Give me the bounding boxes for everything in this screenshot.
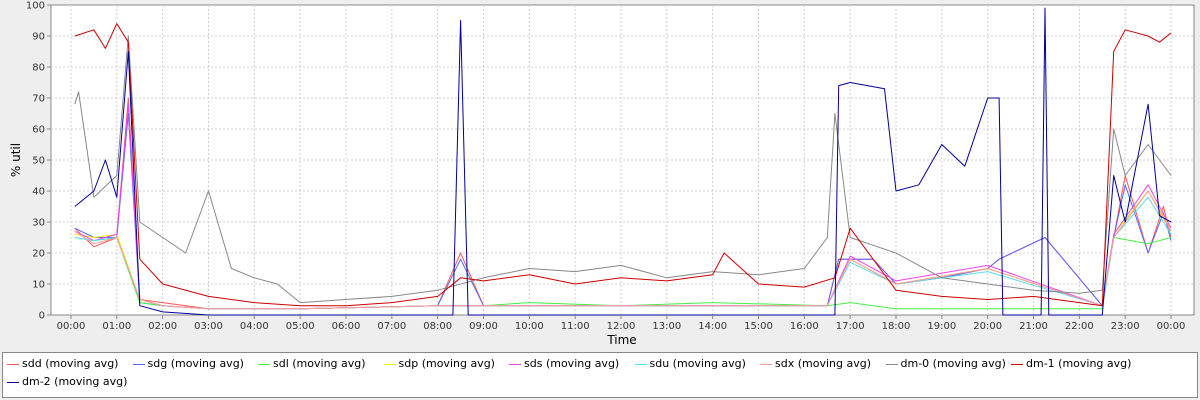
legend-swatch bbox=[634, 363, 647, 365]
x-tick-label: 14:00 bbox=[698, 321, 727, 332]
x-tick-label: 16:00 bbox=[790, 321, 819, 332]
series-line-dm-2 bbox=[74, 7, 1172, 316]
x-tick-label: 01:00 bbox=[102, 321, 131, 332]
plot-background bbox=[50, 4, 1195, 316]
x-tick-label: 09:00 bbox=[469, 321, 498, 332]
legend-item-sds: sds (moving avg) bbox=[509, 357, 619, 370]
x-tick-label: 15:00 bbox=[744, 321, 773, 332]
grid-layer bbox=[51, 5, 1194, 315]
legend-swatch bbox=[258, 363, 270, 365]
x-tick-label: 08:00 bbox=[423, 321, 452, 332]
y-axis-label: % util bbox=[9, 143, 23, 177]
axis-layer: 0 10 20 30 40 50 60 70 80 90 100 00:00 01:00 02:00 03:… bbox=[26, 1, 1186, 333]
legend-label: dm-2 (moving avg) bbox=[22, 375, 128, 388]
legend-label: sdl (moving avg) bbox=[273, 357, 366, 370]
legend-label: dm-0 (moving avg) bbox=[900, 357, 1006, 370]
x-tick-label: 20:00 bbox=[973, 321, 1002, 332]
y-tick-label: 20 bbox=[32, 249, 45, 260]
legend-item-sdd: sdd (moving avg) bbox=[7, 357, 118, 370]
x-tick-label: 00:00 bbox=[1157, 321, 1186, 332]
y-tick-label: 30 bbox=[32, 218, 45, 229]
legend-item-sdx: sdx (moving avg) bbox=[760, 357, 871, 370]
legend-item-sdu: sdu (moving avg) bbox=[634, 357, 746, 370]
x-tick-label: 00:00 bbox=[57, 321, 86, 332]
series-line-dm-1 bbox=[74, 23, 1172, 307]
legend-swatch bbox=[509, 363, 521, 365]
legend-item-dm-0: dm-0 (moving avg) bbox=[885, 357, 1006, 370]
legend-swatch bbox=[383, 363, 396, 365]
y-tick-label: 70 bbox=[32, 94, 45, 105]
legend-swatch bbox=[132, 363, 145, 365]
x-tick-label: 11:00 bbox=[561, 321, 590, 332]
x-axis-label: Time bbox=[606, 333, 636, 347]
y-tick-label: 60 bbox=[32, 125, 45, 136]
legend-swatch bbox=[1011, 363, 1023, 365]
legend-swatch bbox=[7, 363, 19, 365]
x-tick-label: 12:00 bbox=[607, 321, 636, 332]
x-tick-label: 17:00 bbox=[836, 321, 865, 332]
x-tick-label: 04:00 bbox=[240, 321, 269, 332]
legend-swatch bbox=[7, 381, 19, 383]
legend-label: sdg (moving avg) bbox=[147, 357, 244, 370]
x-tick-label: 21:00 bbox=[1019, 321, 1048, 332]
y-tick-label: 100 bbox=[26, 1, 45, 12]
x-tick-label: 03:00 bbox=[194, 321, 223, 332]
x-tick-label: 19:00 bbox=[927, 321, 956, 332]
x-tick-label: 23:00 bbox=[1111, 321, 1140, 332]
legend-label: sdd (moving avg) bbox=[22, 357, 119, 370]
legend-label: sdu (moving avg) bbox=[649, 357, 746, 370]
legend-item-sdp: sdp (moving avg) bbox=[383, 357, 495, 370]
x-tick-label: 10:00 bbox=[515, 321, 544, 332]
y-tick-label: 40 bbox=[32, 187, 45, 198]
series-line-dm-0 bbox=[74, 35, 1172, 304]
series-line-sdl bbox=[74, 237, 1172, 310]
legend-label: sdx (moving avg) bbox=[775, 357, 871, 370]
x-tick-label: 18:00 bbox=[882, 321, 911, 332]
legend-swatch bbox=[760, 363, 772, 365]
legend-item-sdg: sdg (moving avg) bbox=[132, 357, 244, 370]
legend-item-sdl: sdl (moving avg) bbox=[258, 357, 366, 370]
legend-label: dm-1 (moving avg) bbox=[1026, 357, 1132, 370]
legend-item-dm-2: dm-2 (moving avg) bbox=[7, 375, 127, 388]
series-layer bbox=[74, 7, 1172, 316]
x-tick-label: 07:00 bbox=[377, 321, 406, 332]
x-tick-label: 05:00 bbox=[286, 321, 315, 332]
y-tick-label: 10 bbox=[32, 280, 45, 291]
legend-label: sdp (moving avg) bbox=[398, 357, 495, 370]
x-tick-label: 13:00 bbox=[652, 321, 681, 332]
legend-swatch bbox=[885, 363, 898, 365]
x-tick-label: 06:00 bbox=[332, 321, 361, 332]
chart-area: 0 10 20 30 40 50 60 70 80 90 100 00:00 01:00 02:00 03:… bbox=[9, 1, 1195, 347]
y-tick-label: 50 bbox=[32, 156, 45, 167]
legend: sdd (moving avg) sdg (moving avg) sdl (mov… bbox=[2, 352, 1198, 398]
y-tick-label: 80 bbox=[32, 63, 45, 74]
y-tick-label: 0 bbox=[39, 311, 45, 322]
legend-label: sds (moving avg) bbox=[524, 357, 620, 370]
y-tick-label: 90 bbox=[32, 32, 45, 43]
x-tick-label: 02:00 bbox=[148, 321, 177, 332]
x-tick-label: 22:00 bbox=[1065, 321, 1094, 332]
legend-item-dm-1: dm-1 (moving avg) bbox=[1011, 357, 1131, 370]
